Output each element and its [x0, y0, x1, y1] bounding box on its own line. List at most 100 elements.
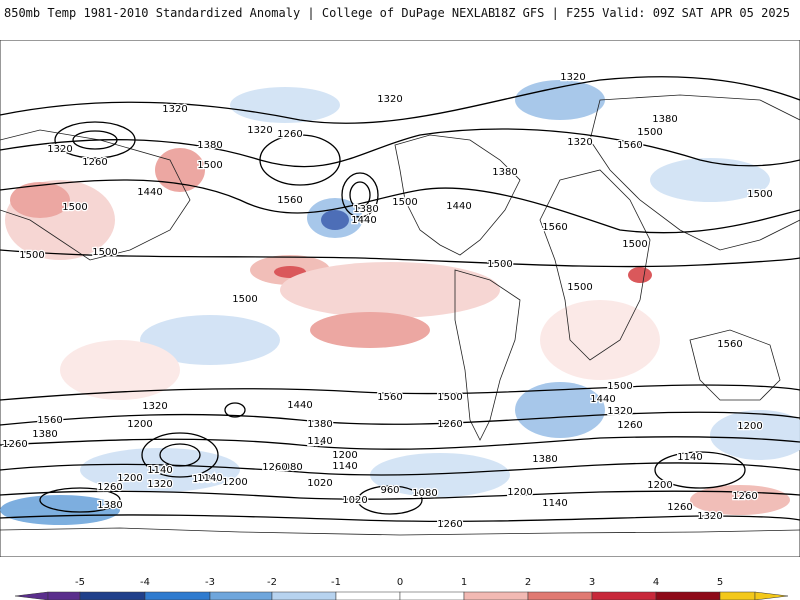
contour-label: 1380 [97, 500, 122, 511]
contour-label: 1500 [19, 250, 44, 261]
colorbar-block [271, 591, 337, 600]
contour-label: 1500 [197, 160, 222, 171]
anomaly-shading [0, 80, 800, 525]
contour-label: 1500 [622, 239, 647, 250]
contour-label: 1200 [507, 487, 532, 498]
contour-label: 1200 [507, 487, 532, 498]
contour-label: 1260 [262, 462, 287, 473]
contour-label: 1020 [342, 495, 367, 506]
contour-label: 1440 [590, 394, 615, 405]
contour-label: 1440 [351, 215, 376, 226]
contour-label: 1500 [437, 392, 462, 403]
colorbar-tick-label: -2 [267, 577, 277, 588]
contour-label: 1320 [567, 137, 592, 148]
anomaly-colorbar: -5 -4 -3 -2 -1 0 1 2 3 4 5 [14, 577, 789, 600]
contour-label: 1320 [47, 144, 72, 155]
contour-label: 1560 [542, 222, 567, 233]
colorbar-block [527, 591, 593, 600]
height-contours [0, 76, 800, 522]
contour-label: 1140 [677, 452, 702, 463]
anomaly-map: 1320 1320 1320 1260 1320 1260 1320 1380 1500 1440… [0, 40, 800, 557]
colorbar-tick-label: 2 [525, 577, 531, 588]
colorbar-tick-label: -3 [205, 577, 215, 588]
valid-time: 18Z GFS | F255 Valid: 09Z SAT APR 05 202… [493, 6, 790, 20]
contour-label: 1440 [287, 400, 312, 411]
contour-label: 1260 [2, 439, 27, 450]
colorbar-block [47, 591, 81, 600]
contour-label: 1500 [392, 197, 417, 208]
contour-label: 1560 [717, 339, 742, 350]
contour-label: 1380 [492, 167, 517, 178]
colorbar-block [144, 591, 211, 600]
colorbar-block [655, 591, 721, 600]
contour-label: 1320 [247, 125, 272, 136]
contour-label: 1380 [652, 114, 677, 125]
contour-label: 1200 [127, 419, 152, 430]
contour-label: 1380 [532, 454, 557, 465]
contour-label: 1500 [92, 247, 117, 258]
colorbar-ticks: -5 -4 -3 -2 -1 0 1 2 3 4 5 [75, 577, 723, 588]
contour-label: 1080 [412, 488, 437, 499]
contour-label: 1500 [62, 202, 87, 213]
colorbar-tick-label: 1 [461, 577, 467, 588]
contour-label: 1320 [697, 511, 722, 522]
contour-label: 1320 [377, 94, 402, 105]
contour-label: 1320 [147, 479, 172, 490]
contour-label: 1560 [377, 392, 402, 403]
contour-label: 1260 [97, 482, 122, 493]
contour-labels: 1320 1320 1320 1260 1320 1260 1320 1380 1500 1440… [1, 71, 774, 532]
colorbar-min-arrow [14, 591, 49, 600]
colorbar-block [463, 591, 529, 600]
contour-label: 1440 [446, 201, 471, 212]
contour-label: 1140 [542, 498, 567, 509]
colorbar-block [209, 591, 273, 600]
colorbar-tick-label: 3 [589, 577, 595, 588]
contour-label: 1320 [162, 104, 187, 115]
contour-label: 1260 [437, 519, 462, 530]
contour-label: 1260 [277, 129, 302, 140]
contour-label: 1200 [332, 450, 357, 461]
colorbar-tick-label: -4 [140, 577, 150, 588]
contour-label: 1200 [117, 473, 142, 484]
contour-label: 1140 [147, 465, 172, 476]
contour-label: 1020 [307, 478, 332, 489]
contour-label: 1500 [637, 127, 662, 138]
contour-label: 1380 [197, 140, 222, 151]
colorbar-block [399, 591, 465, 600]
contour-label: 1200 [647, 480, 672, 491]
contour-label: 1380 [307, 419, 332, 430]
contour-label: 1260 [667, 502, 692, 513]
contour-label: 1320 [607, 406, 632, 417]
contour-label: 1260 [2, 439, 27, 450]
contour-label: 1440 [137, 187, 162, 198]
contour-label: 1320 [307, 437, 332, 448]
contour-label: 1560 [617, 140, 642, 151]
colorbar-blocks [14, 591, 789, 600]
contour-label: 1500 [567, 282, 592, 293]
contour-label: 1320 [560, 72, 585, 83]
contour-label: 1260 [437, 419, 462, 430]
contour-label: 1200 [222, 477, 247, 488]
contour-label: 1080 [277, 462, 302, 473]
contour-label: 1500 [232, 294, 257, 305]
colorbar-tick-label: 4 [653, 577, 659, 588]
contour-label: 1380 [353, 204, 378, 215]
colorbar-tick-label: -5 [75, 577, 85, 588]
contour-label: 1140 [332, 461, 357, 472]
colorbar-tick-label: 5 [717, 577, 723, 588]
colorbar-tick-label: -1 [331, 577, 341, 588]
colorbar-block [335, 591, 401, 600]
contour-label: 1140 [197, 473, 222, 484]
contour-label: 1500 [607, 381, 632, 392]
contour-label: 1260 [82, 157, 107, 168]
colorbar-block [591, 591, 657, 600]
contour-label: 1500 [747, 189, 772, 200]
contour-label: 1260 [732, 491, 757, 502]
colorbar-block [79, 591, 146, 600]
contour-label: 1320 [142, 401, 167, 412]
contour-label: 1140 [307, 436, 332, 447]
colorbar-tick-label: 0 [397, 577, 403, 588]
contour-label: 1260 [617, 420, 642, 431]
contour-label: 1560 [37, 415, 62, 426]
contour-label: 1500 [487, 259, 512, 270]
